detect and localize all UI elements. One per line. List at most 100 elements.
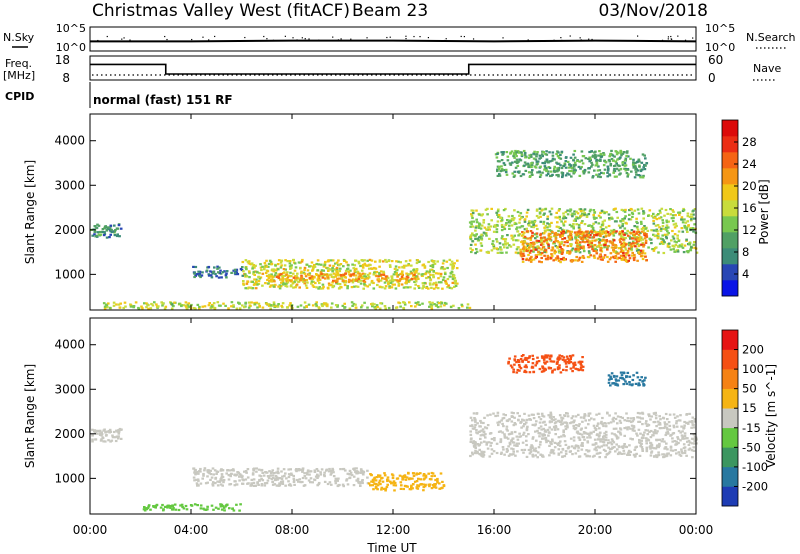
- scatter-cell: [602, 441, 606, 444]
- scatter-cell: [107, 439, 110, 442]
- scatter-cell: [662, 426, 666, 430]
- scatter-cell: [214, 272, 217, 276]
- scatter-cell: [544, 438, 548, 442]
- scatter-cell: [540, 370, 544, 373]
- scatter-cell: [368, 267, 371, 270]
- scatter-cell: [528, 246, 531, 249]
- scatter-cell: [483, 426, 487, 429]
- scatter-cell: [668, 424, 672, 427]
- scatter-cell: [514, 251, 518, 254]
- scatter-cell: [628, 420, 631, 423]
- scatter-cell: [345, 478, 349, 481]
- scatter-cell: [330, 483, 333, 486]
- scatter-cell: [309, 477, 313, 480]
- scatter-cell: [666, 428, 669, 431]
- scatter-cell: [164, 305, 168, 308]
- scatter-cell: [440, 266, 444, 269]
- scatter-cell: [568, 210, 572, 213]
- scatter-cell: [596, 257, 600, 260]
- scatter-cell: [572, 227, 575, 230]
- scatter-cell: [198, 305, 201, 309]
- scatter-cell: [495, 211, 498, 214]
- scatter-cell: [388, 285, 391, 288]
- scatter-cell: [564, 443, 568, 446]
- scatter-cell: [548, 166, 552, 169]
- y-tick-label: 2000: [54, 223, 85, 237]
- scatter-cell: [169, 505, 173, 508]
- scatter-cell: [386, 478, 389, 481]
- scatter-cell: [181, 505, 184, 509]
- scatter-cell: [547, 431, 551, 434]
- scatter-cell: [612, 243, 616, 246]
- scatter-cell: [424, 474, 428, 477]
- scatter-cell: [516, 450, 519, 453]
- scatter-cell: [604, 235, 608, 238]
- scatter-cell: [373, 271, 376, 274]
- y-tick-label: 3000: [54, 178, 85, 192]
- scatter-cell: [233, 484, 237, 487]
- scatter-cell: [260, 483, 264, 486]
- scatter-cell: [604, 430, 608, 433]
- colorbar-tick-label: 16: [742, 201, 757, 215]
- y-tick-label: 4000: [54, 338, 85, 352]
- scatter-cell: [636, 416, 639, 419]
- scatter-cell: [634, 245, 637, 248]
- scatter-cell: [334, 273, 338, 276]
- scatter-cell: [255, 470, 258, 473]
- scatter-cell: [522, 433, 525, 436]
- scatter-cell: [583, 413, 587, 416]
- scatter-cell: [344, 276, 347, 279]
- scatter-cell: [480, 441, 483, 444]
- scatter-cell: [559, 157, 563, 160]
- scatter-cell: [436, 306, 440, 309]
- scatter-cell: [289, 267, 292, 270]
- scatter-cell: [515, 161, 519, 164]
- scatter-cell: [511, 441, 515, 444]
- scatter-cell: [612, 416, 615, 419]
- scatter-cell: [414, 280, 418, 283]
- scatter-cell: [551, 154, 555, 157]
- scatter-cell: [531, 357, 535, 361]
- colorbar-segment: [722, 486, 738, 507]
- scatter-cell: [299, 304, 303, 307]
- scatter-cell: [639, 236, 642, 239]
- scatter-cell: [619, 152, 623, 155]
- scatter-cell: [91, 438, 94, 441]
- scatter-cell: [574, 250, 578, 253]
- scatter-cell: [298, 286, 301, 289]
- scatter-cell: [547, 414, 550, 417]
- scatter-cell: [679, 414, 682, 417]
- scatter-cell: [547, 354, 550, 357]
- scatter-cell: [170, 303, 174, 306]
- scatter-cell: [474, 243, 477, 246]
- scatter-cell: [279, 261, 283, 264]
- scatter-cell: [574, 219, 577, 222]
- scatter-cell: [95, 227, 98, 230]
- scatter-cell: [645, 420, 648, 423]
- scatter-cell: [342, 273, 346, 276]
- scatter-cell: [630, 237, 634, 240]
- scatter-cell: [289, 468, 292, 471]
- scatter-cell: [601, 423, 604, 426]
- scatter-cell: [204, 482, 208, 485]
- scatter-cell: [528, 243, 532, 246]
- scatter-cell: [512, 450, 515, 453]
- scatter-cell: [584, 414, 587, 417]
- scatter-cell: [677, 239, 681, 242]
- scatter-cell: [639, 176, 642, 179]
- scatter-cell: [549, 416, 553, 419]
- scatter-cell: [687, 224, 690, 227]
- scatter-cell: [293, 275, 297, 278]
- scatter-cell: [542, 151, 545, 154]
- scatter-cell: [619, 246, 623, 250]
- scatter-cell: [613, 446, 616, 449]
- scatter-cell: [574, 218, 577, 221]
- scatter-cell: [587, 256, 591, 259]
- scatter-cell: [278, 482, 281, 485]
- scatter-cell: [523, 153, 527, 156]
- noise-dot: [580, 39, 582, 41]
- scatter-cell: [657, 451, 660, 454]
- scatter-cell: [112, 304, 116, 307]
- scatter-cell: [576, 239, 580, 242]
- scatter-cell: [581, 442, 584, 445]
